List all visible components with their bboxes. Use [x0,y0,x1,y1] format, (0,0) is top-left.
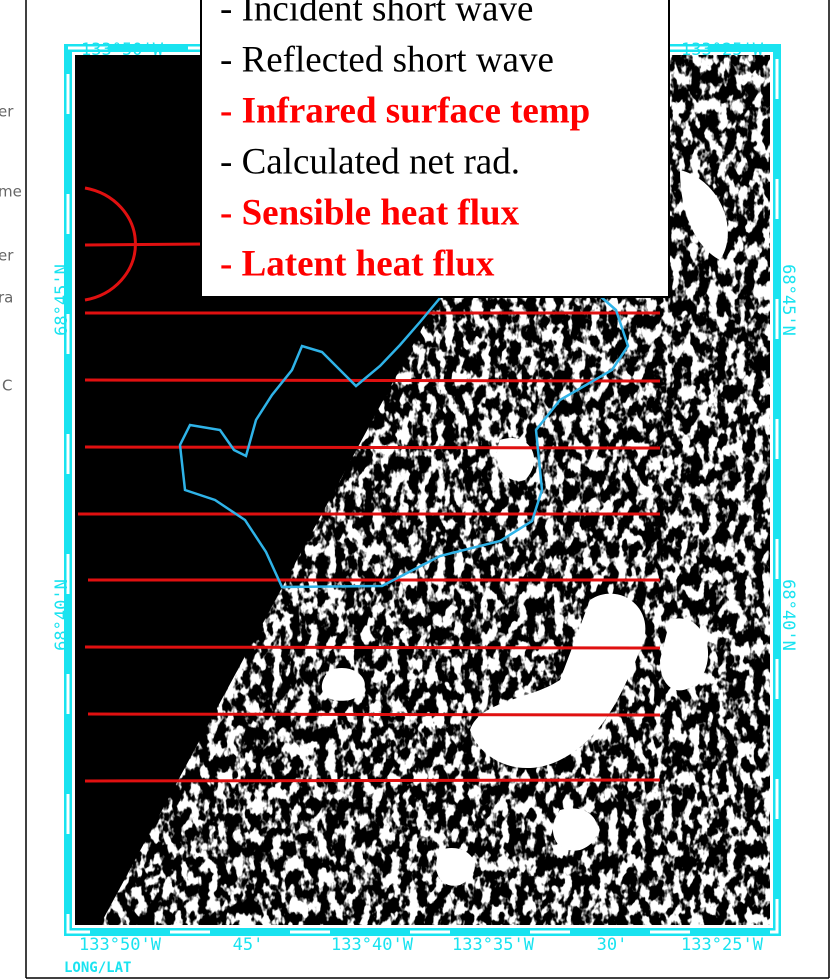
side-fragment: er [0,103,14,121]
flight-line [88,714,660,715]
flight-line [85,244,205,245]
bottom-label: 133°50'W [79,935,162,955]
side-fragment: C [2,377,12,395]
corner-label: LONG/LAT [64,960,131,976]
flight-line [85,647,660,648]
bottom-label: 30' [597,935,628,955]
flight-line [85,780,660,781]
bottom-label: 133°25'W [681,935,764,955]
side-fragment: me [0,183,22,201]
legend-item: - Incident short wave [220,0,533,29]
legend-item: - Sensible heat flux [220,192,520,233]
flight-line [85,380,660,381]
side-fragment: er [0,247,14,265]
legend-item: - Calculated net rad. [220,141,520,182]
right-label: 68°45'N [778,264,798,336]
map-figure: - Incident short wave - Reflected short w… [0,0,831,980]
bottom-label: 133°35'W [452,935,535,955]
top-label: 133°50'W [81,40,164,60]
left-label: 68°40'N [52,579,72,651]
legend-item: - Reflected short wave [220,39,554,80]
bottom-label: 45' [233,935,264,955]
bottom-label: 133°40'W [331,935,414,955]
flight-line [85,447,660,448]
side-fragment: ra [0,289,13,307]
left-label: 68°45'N [52,264,72,336]
page: {"legend": {"items": [ {"text": "- Incid… [0,0,831,980]
right-label: 68°40'N [778,579,798,651]
legend-item: - Infrared surface temp [220,90,590,131]
top-label: 133°25'W [681,40,764,60]
legend-item: - Latent heat flux [220,243,495,284]
